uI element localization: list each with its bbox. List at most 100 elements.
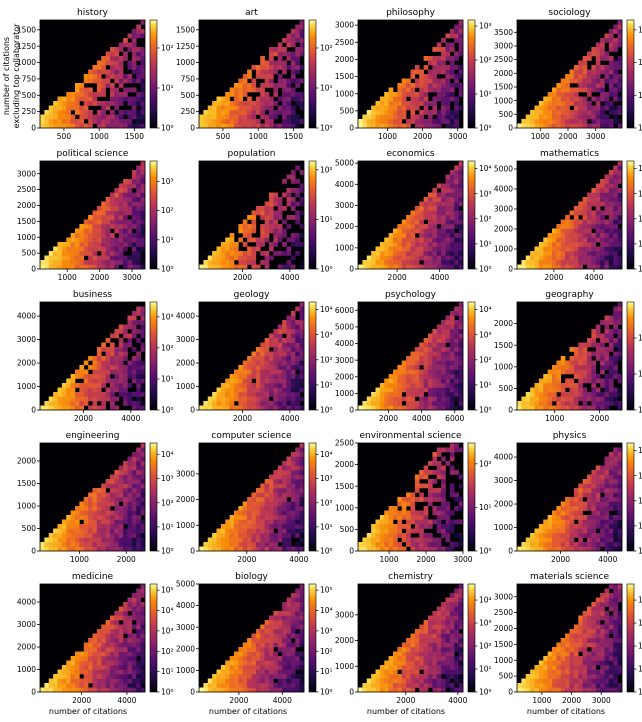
heatmap-cell [604,474,610,480]
heatmap-cell [269,483,274,489]
heatmap-cell [587,546,592,552]
heatmap-cell [88,638,93,643]
heatmap-cell [251,524,257,529]
heatmap-cell [379,524,385,529]
heatmap-cell [436,542,442,547]
heatmap-cell [140,51,146,57]
colorbar-tick-label: 10⁰ [161,547,174,556]
heatmap-cell [604,501,610,507]
heatmap-cell [423,387,429,393]
colorbar-tick-label: 10² [479,56,492,65]
heatmap-cell [260,65,265,70]
heatmap-cell [608,387,614,393]
heatmap-cell [273,492,279,498]
heatmap-cell [282,356,287,361]
heatmap-cell [362,114,368,120]
heatmap-cell [419,497,424,502]
heatmap-cell [617,96,623,102]
heatmap-cell [608,233,614,238]
heatmap-cell [48,405,54,411]
heatmap-cell [379,114,385,120]
heatmap-cell [384,123,389,129]
heatmap-cell [66,678,71,684]
heatmap-cell [114,260,120,265]
heatmap-cell [613,110,618,115]
heatmap-cell [587,210,592,216]
heatmap-cell [101,105,106,111]
heatmap-cell [366,119,372,124]
heatmap-cell [573,533,579,538]
heatmap-cell [419,219,424,225]
heatmap-cell [251,351,257,357]
heatmap-cell [458,396,464,402]
heatmap-cell [556,374,562,379]
heatmap-cell [199,264,204,270]
heatmap-cell [299,470,305,475]
heatmap-cell [264,260,270,265]
heatmap-cell [608,329,614,334]
heatmap-cell [260,378,265,384]
heatmap-cell [613,83,618,88]
heatmap-cell [136,351,141,357]
heatmap-cell [114,210,120,216]
heatmap-cell [573,369,579,375]
heatmap-cell [445,378,451,384]
heatmap-cell [613,65,618,70]
y-tick-label: 4000 [335,339,354,348]
heatmap-cell [83,123,89,129]
heatmap-cell [379,101,385,106]
heatmap-cell [388,401,394,406]
heatmap-cell [295,320,300,325]
heatmap-cell [131,320,137,325]
heatmap-cell [251,519,257,525]
heatmap-cell [441,365,446,370]
heatmap-cell [591,201,597,207]
heatmap-cell [83,642,89,648]
heatmap-cell [242,92,248,97]
heatmap-cell [131,461,137,466]
heatmap-cell [140,374,146,379]
heatmap-cell [225,114,230,120]
heatmap-cell [79,105,85,111]
heatmap-cell [591,506,597,511]
y-tick-label: 2000 [335,55,354,64]
heatmap-cell [436,465,442,471]
y-tick-label: 2000 [494,225,513,234]
heatmap-cell [569,405,575,411]
heatmap-cell [118,65,124,70]
heatmap-cell [110,192,115,198]
heatmap-cell [247,101,252,106]
heatmap-cell [131,69,137,75]
heatmap-cell [105,260,111,265]
heatmap-cell [591,405,597,411]
heatmap-cell [105,683,111,688]
heatmap-cell [88,246,93,252]
heatmap-cell [79,264,85,270]
heatmap-cell [449,447,455,453]
heatmap-cell [432,101,438,106]
heatmap-cell [127,396,133,402]
heatmap-cell [61,546,67,552]
heatmap-cell [449,228,455,234]
colorbar-tick-label: 10⁰ [638,124,642,133]
heatmap-cell [277,324,283,330]
heatmap-cell [608,492,614,498]
heatmap-cell [282,497,287,502]
heatmap-cell [410,255,416,261]
heatmap-cell [441,105,446,111]
heatmap-cell [110,96,115,102]
heatmap-cell [88,506,93,511]
x-tick-label: 4000 [584,273,603,282]
heatmap-cell [299,537,305,543]
heatmap-cell [613,237,618,243]
heatmap-cell [423,483,429,489]
heatmap-cell [114,501,120,507]
heatmap-cell [269,405,274,411]
heatmap-cell [277,329,283,334]
heatmap-cell [88,387,93,393]
heatmap-cell [600,197,605,202]
heatmap-cell [264,488,270,493]
y-tick-label: 1000 [176,382,195,391]
x-tick-label: 1500 [284,132,303,141]
heatmap-cell [273,224,279,229]
